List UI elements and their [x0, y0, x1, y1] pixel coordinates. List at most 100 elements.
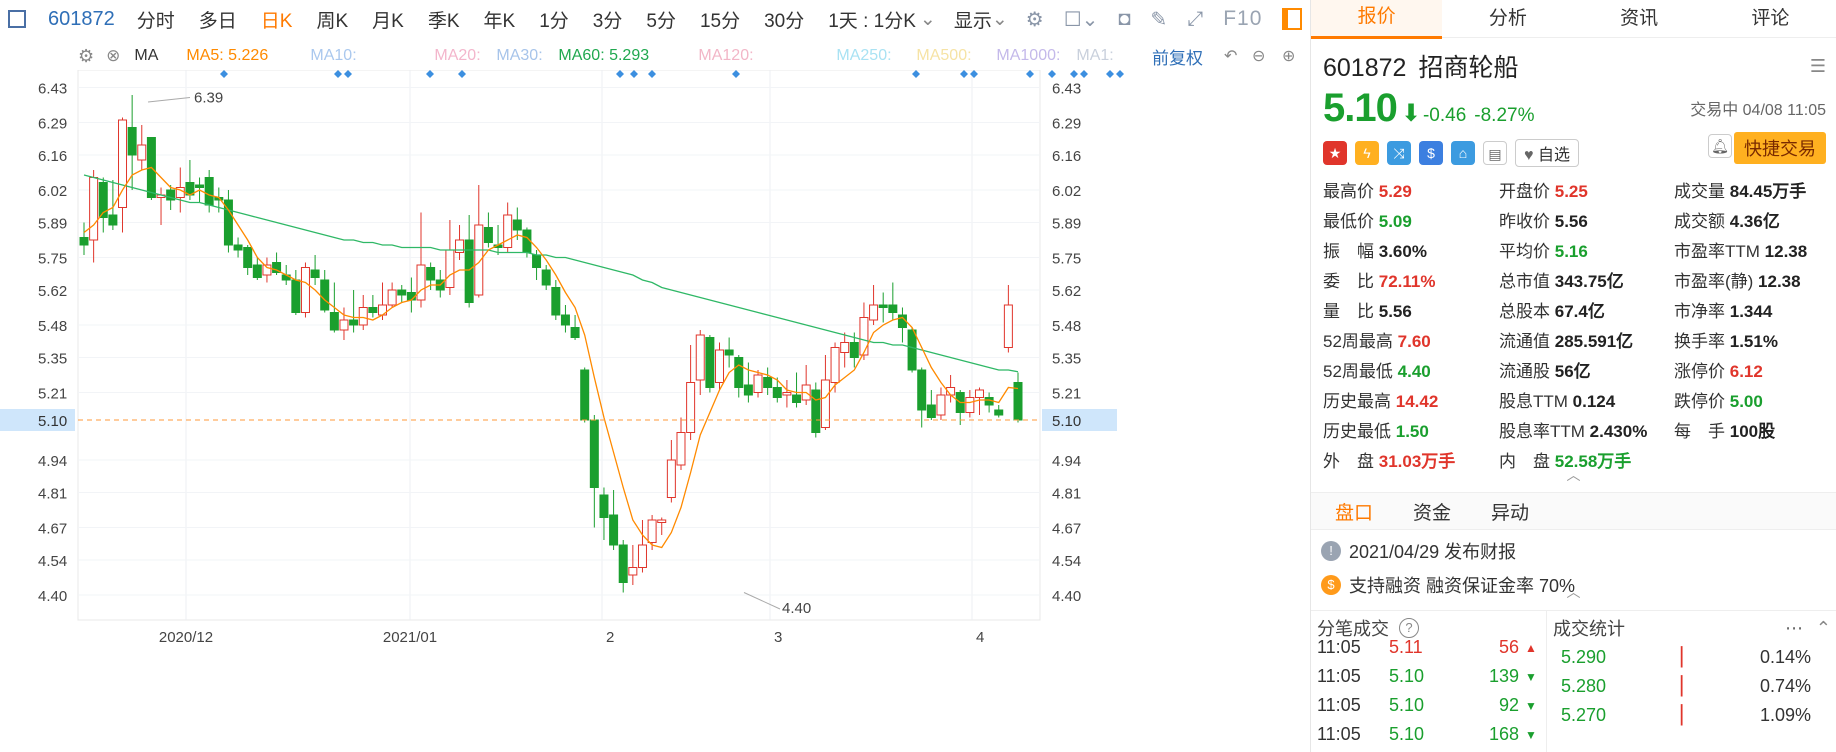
event-marker[interactable]	[1080, 70, 1088, 78]
ma-legend: ⚙ ⊗ MA MA5: 5.226 MA10: MA20: MA30: MA60: 5.…	[0, 42, 1295, 70]
chevron-down-icon[interactable]: ⌄	[991, 8, 1008, 30]
ma-item[interactable]: MA250:	[836, 47, 892, 64]
zoom-in-icon[interactable]: ⊕	[1282, 48, 1296, 65]
event-marker[interactable]	[220, 70, 228, 78]
quote-tab[interactable]: 分析	[1488, 7, 1527, 29]
period-tab[interactable]: 5分	[646, 10, 676, 32]
china-flag-icon[interactable]: ★	[1323, 141, 1347, 165]
close-icon[interactable]: ⊗	[106, 46, 121, 65]
event-marker[interactable]	[334, 70, 342, 78]
ma-item[interactable]: MA20:	[434, 47, 481, 64]
help-icon[interactable]: ?	[1399, 618, 1419, 638]
undo-icon[interactable]: ↶	[1224, 48, 1238, 65]
zoom-out-icon[interactable]: ⊖	[1252, 48, 1266, 65]
shuffle-icon[interactable]: ⤨	[1387, 141, 1411, 165]
pencil-icon[interactable]: ✎	[1150, 8, 1168, 31]
plot-area[interactable]	[77, 69, 1041, 621]
field-value: 2.430%	[1589, 422, 1648, 441]
expand-icon[interactable]: ⤢	[1187, 7, 1204, 30]
chevron-down-icon[interactable]: ⌄	[919, 8, 936, 30]
event-marker[interactable]	[630, 70, 638, 78]
ma-item[interactable]: MA1000:	[996, 47, 1061, 64]
event-marker[interactable]	[616, 70, 624, 78]
ma-item[interactable]: MA1:	[1076, 47, 1114, 64]
event-marker[interactable]	[1026, 70, 1034, 78]
dollar-icon[interactable]: $	[1419, 141, 1443, 165]
stat-pct: 0.74%	[1759, 676, 1811, 696]
menu-icon[interactable]: ☰	[1809, 56, 1826, 76]
kline-svg[interactable]: 6.43 6.43 6.29 6.29 6.16 6.16 6.02 6.02 5.89 5.89…	[0, 69, 1310, 752]
candle-body	[878, 304, 888, 308]
gear-icon[interactable]: ⚙	[1025, 8, 1044, 31]
event-marker[interactable]	[912, 70, 920, 78]
interval-select[interactable]: 1天 : 1分K	[828, 10, 916, 32]
event-marker[interactable]	[1048, 70, 1056, 78]
square-icon[interactable]: ☐⌄	[1063, 8, 1099, 31]
collapse-icon[interactable]: ︿	[1566, 584, 1581, 600]
event-marker[interactable]	[1106, 70, 1114, 78]
candle-body	[272, 262, 282, 273]
event-marker[interactable]	[426, 70, 434, 78]
period-tab[interactable]: 季K	[427, 10, 460, 32]
collapse-icon[interactable]: ︿	[1566, 467, 1581, 483]
period-tab[interactable]: 周K	[316, 10, 349, 32]
event-marker[interactable]	[1070, 70, 1078, 78]
ma-item[interactable]: MA500:	[916, 47, 972, 64]
period-tab[interactable]: 日K	[260, 10, 293, 32]
candle-body	[426, 267, 436, 281]
field-label: 换手率	[1674, 332, 1730, 351]
period-tab[interactable]: 多日	[198, 10, 237, 32]
event-marker[interactable]	[970, 70, 978, 78]
period-tab[interactable]: 1分	[539, 10, 569, 32]
display-menu[interactable]: 显示	[953, 10, 992, 32]
lightning-icon[interactable]: ϟ	[1355, 141, 1379, 165]
detail-tab[interactable]: 盘口	[1335, 502, 1374, 524]
period-tab[interactable]: 3分	[592, 10, 623, 32]
period-tab[interactable]: 月K	[372, 10, 404, 32]
quote-tab[interactable]: 资讯	[1620, 7, 1659, 29]
chevron-up-icon[interactable]: ⌃	[1815, 617, 1831, 638]
tick-time: 11:05	[1317, 666, 1361, 686]
layout-icon[interactable]	[8, 10, 26, 28]
side-panel-icon[interactable]	[1282, 8, 1303, 30]
f10-button[interactable]: F10	[1223, 7, 1263, 30]
quote-tab[interactable]: 评论	[1751, 7, 1790, 29]
more-icon[interactable]: ⋯	[1785, 617, 1803, 638]
ma-item[interactable]: MA5: 5.226	[186, 47, 269, 64]
favorite-button[interactable]: ♥ 自选	[1515, 139, 1579, 167]
period-tab[interactable]: 30分	[764, 10, 805, 32]
detail-tab[interactable]: 资金	[1413, 502, 1452, 524]
field-label: 成交量	[1674, 182, 1730, 201]
settings-icon[interactable]: ⚙	[78, 45, 95, 66]
adjust-button[interactable]: 前复权	[1152, 48, 1203, 68]
field-label: 昨收价	[1499, 212, 1555, 231]
y-tick-label-left: 5.62	[38, 283, 67, 300]
field-value: 52.58万手	[1554, 452, 1632, 471]
candle-body	[763, 377, 773, 388]
field-label: 内 盘	[1499, 452, 1555, 471]
event-marker[interactable]	[960, 70, 968, 78]
event-marker[interactable]	[458, 70, 466, 78]
quote-tab[interactable]: 报价	[1311, 0, 1443, 39]
event-marker[interactable]	[732, 70, 740, 78]
ma-item[interactable]: MA10:	[310, 47, 357, 64]
kline-chart[interactable]: 6.43 6.43 6.29 6.29 6.16 6.16 6.02 6.02 5.89 5.89…	[0, 69, 1222, 752]
event-marker[interactable]	[648, 70, 656, 78]
ma-item[interactable]: MA60: 5.293	[558, 47, 650, 64]
tag-icon[interactable]: ⌂	[1451, 141, 1475, 165]
field-label: 52周最高	[1323, 332, 1398, 351]
ma-label[interactable]: MA	[134, 47, 159, 64]
camera-icon[interactable]: ◘	[1118, 7, 1131, 30]
detail-tab[interactable]: 异动	[1491, 502, 1530, 524]
stat-pct: 1.09%	[1759, 705, 1811, 725]
event-marker[interactable]	[344, 70, 352, 78]
bell-icon[interactable]: 🔔︎	[1708, 134, 1732, 158]
period-tab[interactable]: 分时	[136, 10, 175, 32]
ma-item[interactable]: MA120:	[698, 47, 754, 64]
period-tab[interactable]: 年K	[483, 10, 516, 32]
event-marker[interactable]	[1116, 70, 1124, 78]
ma-item[interactable]: MA30:	[496, 47, 543, 64]
quick-trade-button[interactable]: 快捷交易	[1734, 132, 1826, 164]
period-tab[interactable]: 15分	[699, 10, 741, 32]
book-icon[interactable]: ▤	[1483, 141, 1507, 165]
